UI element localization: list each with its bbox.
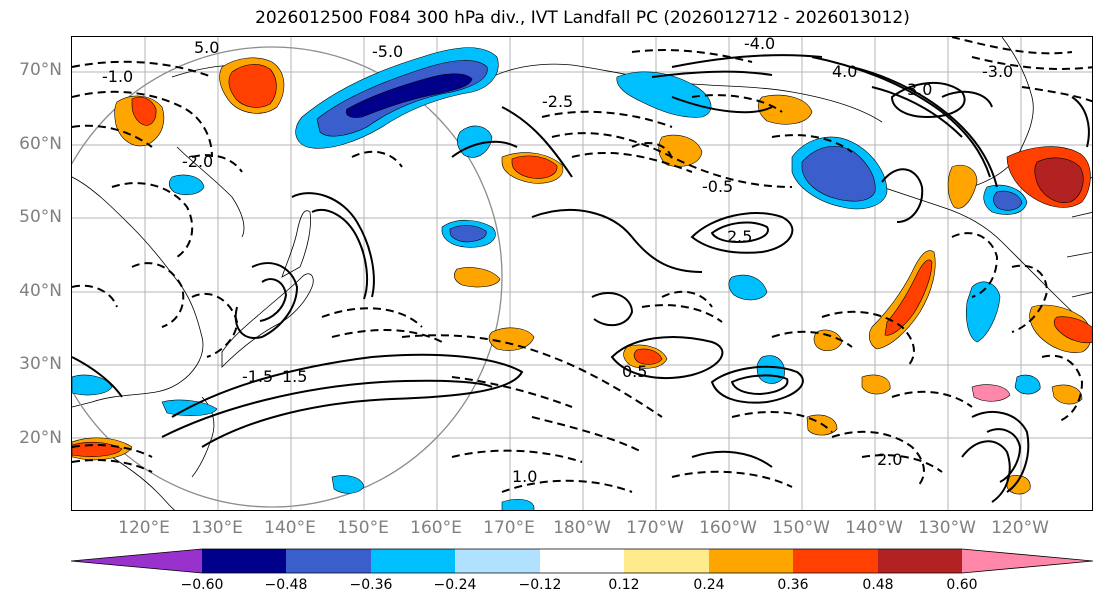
colorbar-cell (202, 549, 286, 573)
lon-label-120e: 120°E (118, 518, 170, 538)
shade-pos-13b (1053, 316, 1092, 344)
colorbar-tick-label: −0.36 (349, 577, 393, 593)
shade-neg-2b (801, 145, 876, 202)
shade-pos-3b (511, 155, 558, 179)
lat-label-60n: 60°N (19, 134, 62, 154)
colorbar-tick-label: 0.60 (946, 577, 978, 593)
colorbar-cell (962, 549, 1093, 573)
colorbar-cell (709, 549, 793, 573)
colorbar-tick-label: 0.48 (862, 577, 894, 593)
lat-label-20n: 20°N (19, 428, 62, 448)
shade-pos-9 (453, 267, 501, 288)
map-panel: 5.0 -5.0 -1.0 -1.5 -2.0 -0.5 0.5 1.0 1.5… (71, 36, 1093, 511)
shade-pos-12 (813, 329, 843, 351)
colorbar (71, 548, 1093, 574)
lon-label-150w: 150°W (772, 518, 830, 538)
lon-label-180w: 180°W (553, 518, 611, 538)
colorbar-cell (286, 549, 371, 573)
contours-dashed (72, 37, 1092, 493)
colorbar-cell (540, 549, 624, 573)
contour-label: 4.0 (832, 62, 857, 81)
colorbar-tick-label: −0.60 (180, 577, 224, 593)
lat-label-30n: 30°N (19, 354, 62, 374)
colorbar-tick-label: 0.36 (777, 577, 809, 593)
contour-label: 0.5 (622, 362, 647, 381)
shade-neg-13 (501, 498, 535, 510)
colorbar-cell (878, 549, 962, 573)
map-title: 2026012500 F084 300 hPa div., IVT Landfa… (255, 8, 910, 28)
shade-pos-18 (1051, 384, 1083, 405)
shade-pos-7b (1034, 157, 1084, 203)
contour-label: 2.0 (877, 450, 902, 469)
lat-label-70n: 70°N (19, 60, 62, 80)
coastlines (72, 37, 1092, 510)
shade-pos-16 (861, 374, 891, 395)
shading (72, 47, 1092, 510)
contour-label: -4.0 (744, 37, 775, 53)
lon-label-170e: 170°E (483, 518, 535, 538)
contour-label: -2.5 (542, 92, 573, 111)
shade-pos-5 (758, 94, 813, 125)
map-canvas: 5.0 -5.0 -1.0 -1.5 -2.0 -0.5 0.5 1.0 1.5… (72, 37, 1092, 510)
shade-neg-3 (616, 71, 712, 118)
shade-neg-6b (993, 190, 1023, 211)
contour-label: -1.5 (242, 367, 273, 386)
shade-neg-14 (1014, 374, 1041, 395)
contour-label: 5.0 (194, 38, 219, 57)
lon-label-130e: 130°E (191, 518, 243, 538)
shade-pos-10 (488, 327, 535, 351)
colorbar-tick-label: −0.24 (433, 577, 477, 593)
shade-neg-8 (756, 355, 785, 384)
shade-neg-10 (168, 174, 205, 196)
colorbar-cell (793, 549, 878, 573)
lat-label-40n: 40°N (19, 281, 62, 301)
shade-pos-11b (633, 348, 663, 365)
shade-pos-14b (72, 441, 123, 457)
contour-label: -1.0 (102, 67, 133, 86)
shade-neg-1c (345, 73, 473, 118)
shade-pos-8 (947, 164, 978, 209)
colorbar-tick-label: 0.12 (608, 577, 640, 593)
contour-label: -5.0 (372, 42, 403, 61)
shade-neg-11 (72, 374, 113, 396)
lon-label-160w: 160°W (699, 518, 757, 538)
colorbar-cell (624, 549, 709, 573)
shade-neg-7 (728, 274, 768, 301)
contour-label-group: 5.0 -5.0 -1.0 -1.5 -2.0 -0.5 0.5 1.0 1.5… (102, 37, 1013, 486)
lon-label-150e: 150°E (337, 518, 389, 538)
shade-pos-2b (131, 96, 157, 126)
lon-label-160e: 160°E (410, 518, 462, 538)
lon-label-140e: 140°E (264, 518, 316, 538)
lon-label-170w: 170°W (626, 518, 684, 538)
contours-solid (72, 54, 1090, 503)
shade-neg-4b (449, 225, 487, 243)
contour-label: -2.0 (182, 152, 213, 171)
lon-label-120w: 120°W (991, 518, 1049, 538)
colorbar-tick-label: −0.48 (264, 577, 308, 593)
shade-pos-19 (971, 384, 1011, 402)
colorbar-cell (371, 549, 455, 573)
colorbar-outline (71, 548, 1093, 574)
lon-label-130w: 130°W (918, 518, 976, 538)
contour-label: 1.5 (282, 367, 307, 386)
lon-label-140w: 140°W (845, 518, 903, 538)
contour-label: 1.0 (512, 467, 537, 486)
landfall-circle (72, 46, 503, 508)
contour-label: -3.0 (982, 62, 1013, 81)
lat-label-50n: 50°N (19, 207, 62, 227)
colorbar-cell (455, 549, 540, 573)
shade-neg-12 (331, 475, 365, 494)
colorbar-tick-label: 0.24 (693, 577, 725, 593)
contour-label: 2.5 (727, 227, 752, 246)
colorbar-tick-label: −0.12 (518, 577, 562, 593)
shade-pos-1b (228, 64, 277, 108)
contour-label: -0.5 (702, 177, 733, 196)
contour-label: 3.0 (907, 80, 932, 99)
colorbar-cell (71, 549, 202, 573)
